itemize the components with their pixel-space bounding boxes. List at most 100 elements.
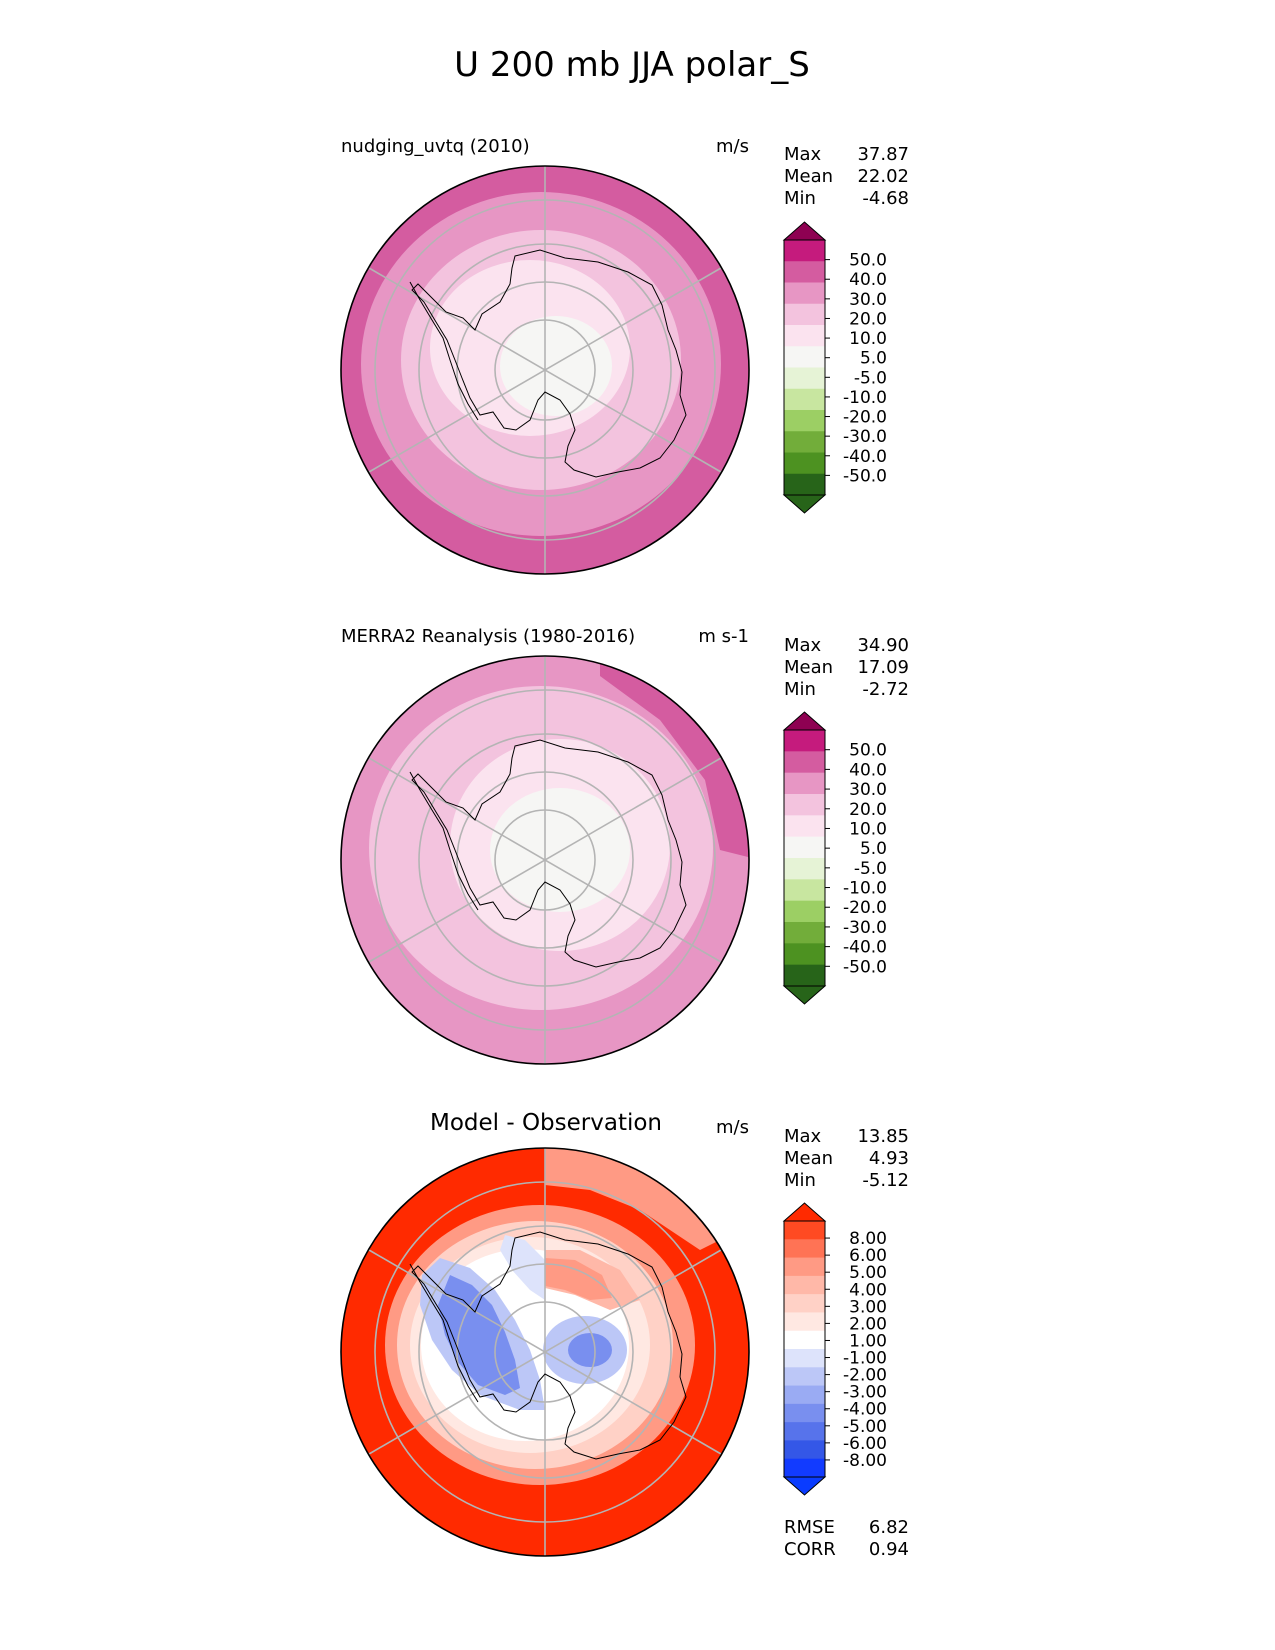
panel-difference: Model - Observation m/s (340, 1110, 909, 1560)
colorbar-tick-label: 50.0 (849, 741, 887, 761)
panel-difference-map (341, 1148, 749, 1556)
colorbar-swatch (784, 1239, 825, 1258)
colorbar-extend-min (782, 985, 827, 1005)
stat-value: 37.87 (857, 144, 909, 165)
colorbar-tick-label: 3.00 (849, 1297, 887, 1317)
colorbar-swatch (784, 282, 825, 305)
colorbar-tick-label: 30.0 (849, 290, 887, 310)
ring-band (545, 1148, 720, 1250)
colorbar-swatch (784, 261, 825, 283)
panel-reference-map (341, 656, 749, 1064)
colorbar-swatch (784, 858, 825, 880)
panel-difference-coastline (409, 1231, 687, 1460)
panel-reference-units: m s-1 (698, 626, 749, 647)
stat-value: 13.85 (857, 1126, 909, 1147)
colorbar-tick-label: -8.00 (843, 1451, 887, 1471)
colorbar-tick-label: 40.0 (849, 760, 887, 780)
colorbar-tick-label: 1.00 (849, 1331, 887, 1351)
colorbar-swatch (784, 346, 825, 368)
colorbar-swatch (784, 431, 825, 453)
colorbar-tick-label: 50.0 (849, 251, 887, 271)
colorbar-swatch (784, 1330, 825, 1350)
stat-value: 6.82 (869, 1517, 909, 1538)
panel-test-stats: Max 37.87 Mean 22.02 Min -4.68 (784, 144, 909, 209)
colorbar-tick-label: -30.0 (843, 918, 887, 938)
stat-label: Mean (784, 1148, 833, 1169)
colorbar-extend-min (782, 494, 827, 514)
colorbar-tick-label: 6.00 (849, 1246, 887, 1266)
stat-label: Max (784, 635, 822, 656)
colorbar-extend-min (782, 1476, 827, 1496)
colorbar-frame (783, 1220, 826, 1478)
colorbar-tick-label: -1.00 (843, 1349, 887, 1369)
ring-band (568, 1333, 612, 1367)
ring-band (490, 788, 630, 912)
colorbar-tick-label: 10.0 (849, 329, 887, 349)
colorbar-swatch (784, 751, 825, 774)
colorbar-swatch (784, 794, 825, 816)
colorbar-tick-label: -50.0 (843, 957, 887, 977)
stat-value: -4.68 (862, 188, 909, 209)
colorbar-tick-label: -6.00 (843, 1434, 887, 1454)
colorbar-swatch (784, 473, 825, 496)
panel-difference-colorbar: 8.006.005.004.003.002.001.00-1.00-2.00-3… (782, 1202, 887, 1496)
stat-value: -5.12 (862, 1170, 909, 1191)
panel-test-gridlines (368, 166, 722, 574)
panel-test-colorbar: 50.040.030.020.010.05.0-5.0-10.0-20.0-30… (782, 221, 887, 514)
colorbar-swatch (784, 452, 825, 475)
panel-difference-bottom-stats: RMSE 6.82 CORR 0.94 (784, 1517, 909, 1560)
colorbar-frame (783, 729, 826, 987)
panel-reference-rings (341, 656, 749, 1064)
stat-label: Min (784, 188, 816, 209)
colorbar-swatch (784, 1422, 825, 1441)
colorbar-swatch (784, 303, 825, 326)
colorbar-swatch (784, 943, 825, 966)
colorbar-swatch (784, 815, 825, 838)
colorbar-swatch (784, 922, 825, 944)
colorbar-tick-label: -30.0 (843, 427, 887, 447)
colorbar-swatch (784, 367, 825, 390)
panel-test-coastline (409, 249, 687, 478)
colorbar-tick-label: -3.00 (843, 1383, 887, 1403)
colorbar-extend-max (782, 711, 827, 731)
colorbar-swatch (784, 1312, 825, 1332)
colorbar-tick-label: 40.0 (849, 270, 887, 290)
stat-label: Mean (784, 166, 833, 187)
panel-reference-coastline (409, 739, 687, 968)
colorbar-tick-label: 5.0 (860, 349, 887, 369)
panel-reference-gridlines (368, 656, 722, 1064)
colorbar-swatch (784, 1440, 825, 1460)
panel-test-units: m/s (716, 136, 749, 157)
stat-label: Min (784, 1170, 816, 1191)
colorbar-swatch (784, 1367, 825, 1386)
colorbar-swatch (784, 900, 825, 923)
colorbar-tick-label: -2.00 (843, 1366, 887, 1386)
colorbar-swatch (784, 240, 825, 262)
stat-value: 34.90 (857, 635, 909, 656)
colorbar-tick-label: -5.0 (854, 368, 887, 388)
colorbar-tick-label: 10.0 (849, 819, 887, 839)
stat-value: 22.02 (857, 166, 909, 187)
panel-reference-title: MERRA2 Reanalysis (1980-2016) (341, 626, 635, 647)
ring-band (500, 316, 612, 416)
colorbar-tick-label: -20.0 (843, 898, 887, 918)
panel-difference-units: m/s (716, 1117, 749, 1138)
colorbar-tick-label: -40.0 (843, 447, 887, 467)
colorbar-tick-label: -5.0 (854, 859, 887, 879)
figure-title: U 200 mb JJA polar_S (454, 45, 810, 85)
colorbar-tick-label: -10.0 (843, 388, 887, 408)
panel-test-title: nudging_uvtq (2010) (341, 136, 530, 157)
panel-reference-map-outline (340, 655, 750, 1065)
colorbar-tick-label: -10.0 (843, 879, 887, 899)
colorbar-swatch (784, 1458, 825, 1478)
colorbar-tick-label: 30.0 (849, 780, 887, 800)
colorbar-tick-label: -5.00 (843, 1417, 887, 1437)
colorbar-swatch (784, 388, 825, 411)
colorbar-swatch (784, 836, 825, 859)
colorbar-extend-max (782, 221, 827, 241)
ring-band (600, 656, 749, 860)
colorbar-swatch (784, 964, 825, 987)
panel-reference-colorbar: 50.040.030.020.010.05.0-5.0-10.0-20.0-30… (782, 711, 887, 1005)
colorbar-tick-label: 20.0 (849, 309, 887, 329)
